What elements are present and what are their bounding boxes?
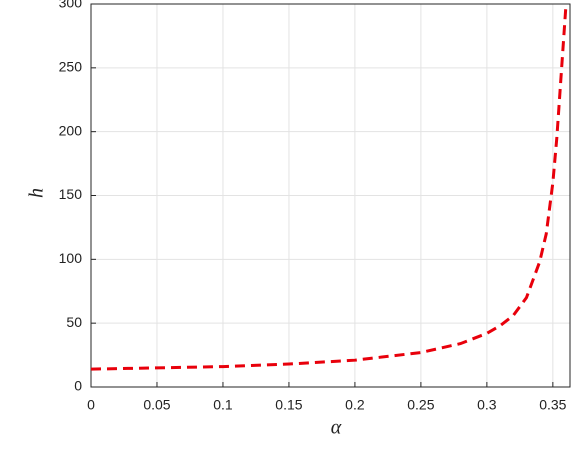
x-tick-label: 0.3 — [477, 397, 497, 413]
plot-frame — [90, 3, 571, 388]
y-tick-label: 250 — [59, 59, 83, 75]
y-tick-label: 300 — [59, 0, 83, 11]
x-tick-label: 0.2 — [345, 397, 365, 413]
y-tick-label: 0 — [74, 378, 82, 394]
x-tick-label: 0.05 — [143, 397, 170, 413]
y-tick-label: 50 — [66, 314, 82, 330]
data-line — [90, 3, 568, 371]
x-axis-label: α — [331, 417, 342, 439]
y-tick-label: 200 — [59, 122, 83, 138]
y-axis-label: h — [26, 188, 48, 198]
x-tick-label: 0.35 — [539, 397, 566, 413]
y-tick-label: 150 — [59, 186, 83, 202]
x-tick-label: 0.15 — [275, 397, 302, 413]
x-tick-label: 0.1 — [213, 397, 233, 413]
y-tick-label: 100 — [59, 250, 83, 266]
x-tick-label: 0 — [87, 397, 95, 413]
x-tick-label: 0.25 — [407, 397, 434, 413]
